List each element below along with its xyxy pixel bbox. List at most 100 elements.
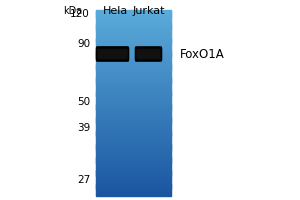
Bar (96, 54, 171, 56)
Bar (96, 125, 171, 126)
Bar (96, 72, 171, 73)
Bar (96, 183, 171, 184)
Bar (96, 149, 171, 150)
Bar (96, 78, 171, 80)
Text: 120: 120 (70, 9, 90, 19)
FancyBboxPatch shape (97, 48, 128, 60)
Bar (96, 187, 171, 189)
Bar (96, 126, 171, 127)
Bar (96, 61, 171, 62)
Bar (96, 20, 171, 21)
Bar (96, 92, 171, 94)
Bar (96, 190, 171, 191)
Bar (96, 95, 171, 96)
Bar (96, 11, 171, 13)
Text: 27: 27 (77, 175, 90, 185)
Bar (96, 89, 171, 90)
Bar (96, 171, 171, 173)
Bar (96, 109, 171, 110)
Bar (96, 145, 171, 147)
Bar (96, 153, 171, 154)
Bar (96, 55, 171, 56)
Bar (96, 43, 171, 44)
Bar (96, 70, 171, 71)
Bar (96, 11, 171, 12)
Bar (96, 41, 171, 43)
Text: Hela: Hela (103, 6, 128, 16)
Text: Jurkat: Jurkat (132, 6, 165, 16)
Bar (96, 76, 171, 77)
Bar (96, 137, 171, 138)
Bar (96, 135, 171, 136)
Bar (96, 191, 171, 192)
Bar (96, 44, 171, 45)
Bar (96, 91, 171, 93)
Bar (96, 154, 171, 155)
Bar (96, 167, 171, 168)
Bar (96, 170, 171, 172)
Bar (96, 85, 171, 86)
Bar (96, 104, 171, 105)
Bar (96, 113, 171, 114)
Bar (96, 170, 171, 171)
Bar (96, 148, 171, 150)
Bar (96, 118, 171, 120)
Bar (96, 38, 171, 40)
Bar (96, 161, 171, 163)
Bar (96, 119, 171, 121)
Bar (96, 110, 171, 111)
Bar (96, 56, 171, 57)
Bar (96, 53, 171, 55)
Bar (96, 24, 171, 26)
FancyBboxPatch shape (136, 48, 161, 60)
Text: 39: 39 (77, 123, 90, 133)
Bar (96, 107, 171, 109)
Bar (96, 104, 171, 106)
Bar (96, 157, 171, 158)
Bar (96, 115, 171, 116)
Bar (96, 65, 171, 67)
Bar (96, 96, 171, 97)
Bar (96, 13, 171, 15)
Text: 90: 90 (77, 39, 90, 49)
Bar (96, 185, 171, 187)
Bar (96, 99, 171, 100)
Bar (96, 103, 171, 104)
Bar (96, 88, 171, 89)
FancyBboxPatch shape (136, 47, 161, 61)
Bar (96, 133, 171, 135)
Bar (96, 101, 171, 102)
Text: FoxO1A: FoxO1A (180, 47, 225, 60)
Bar (96, 117, 171, 119)
Bar (96, 71, 171, 72)
Bar (96, 130, 171, 131)
Bar (96, 117, 171, 118)
Bar (96, 114, 171, 115)
Bar (96, 38, 171, 39)
Bar (96, 40, 171, 42)
Bar (96, 69, 171, 70)
Bar (96, 140, 171, 141)
Bar (96, 192, 171, 193)
Bar (96, 74, 171, 75)
Bar (96, 82, 171, 83)
Bar (96, 108, 171, 110)
Bar (96, 51, 171, 52)
Bar (96, 21, 171, 22)
Bar (96, 172, 171, 174)
Bar (96, 66, 171, 68)
Bar (96, 25, 171, 27)
Bar (96, 139, 171, 140)
FancyBboxPatch shape (97, 49, 128, 59)
Bar (96, 91, 171, 92)
FancyBboxPatch shape (136, 49, 161, 59)
FancyBboxPatch shape (97, 47, 128, 61)
Bar (96, 121, 171, 123)
Bar (96, 144, 171, 145)
FancyBboxPatch shape (97, 48, 128, 60)
Bar (96, 30, 171, 31)
Bar (96, 168, 171, 169)
Bar (96, 111, 171, 112)
Bar (96, 97, 171, 98)
Bar (96, 34, 171, 35)
